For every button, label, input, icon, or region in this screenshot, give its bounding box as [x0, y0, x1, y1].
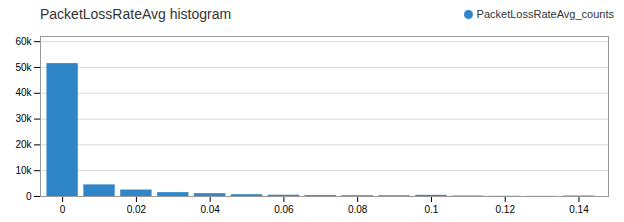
svg-text:0.08: 0.08 [348, 204, 368, 215]
svg-text:40k: 40k [15, 87, 32, 98]
svg-text:0.12: 0.12 [495, 204, 515, 215]
svg-text:10k: 10k [15, 165, 32, 176]
svg-text:0.06: 0.06 [274, 204, 294, 215]
svg-text:20k: 20k [15, 139, 32, 150]
html-text:PacketLossRateAvg histogram: PacketLossRateAvg histogram [40, 6, 232, 22]
svg-text:0: 0 [60, 204, 66, 215]
svg-text:0.02: 0.02 [127, 204, 147, 215]
svg-text:0.04: 0.04 [200, 204, 220, 215]
svg-text:0.1: 0.1 [425, 204, 439, 215]
html-text:PacketLossRateAvg_counts: PacketLossRateAvg_counts [476, 8, 614, 20]
svg-text:0.14: 0.14 [569, 204, 589, 215]
svg-text:60k: 60k [15, 36, 32, 47]
svg-text:30k: 30k [15, 113, 32, 124]
svg-text:0: 0 [26, 191, 32, 202]
svg-text:50k: 50k [15, 62, 32, 73]
